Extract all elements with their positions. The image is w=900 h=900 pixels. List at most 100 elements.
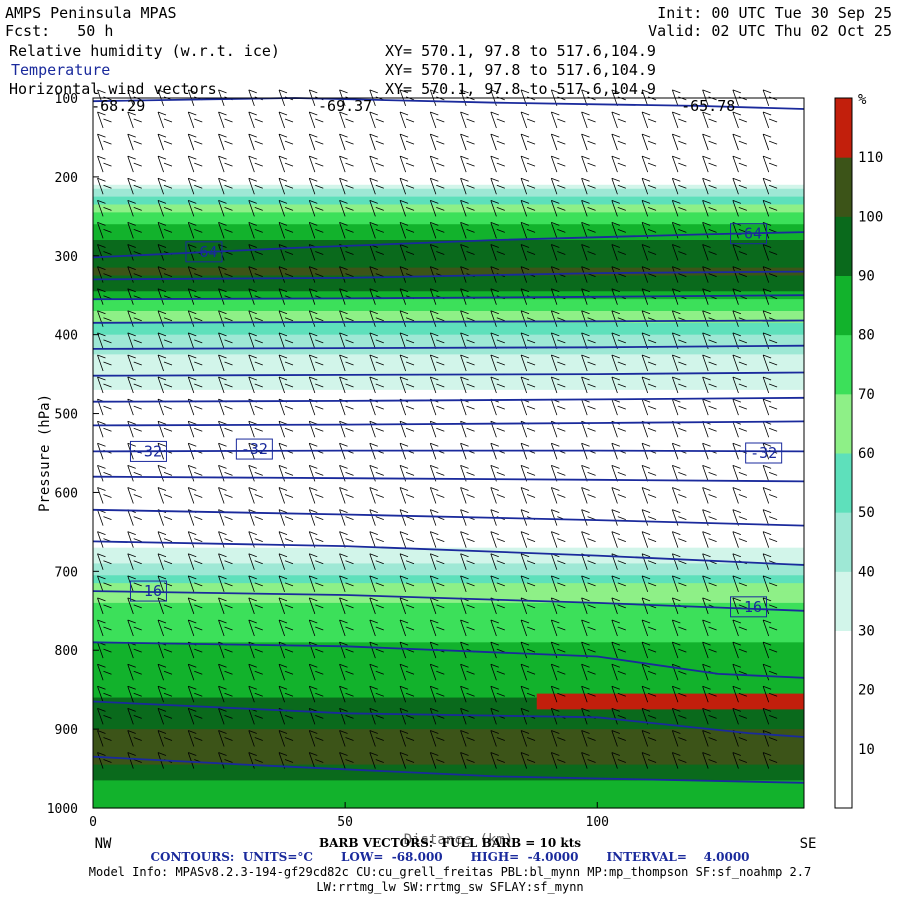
y-tick-label: 100: [55, 92, 78, 107]
contour-label-box: [730, 596, 768, 618]
wind-barb: [278, 685, 294, 703]
wind-barb: [278, 619, 294, 637]
wind-barb: [97, 752, 112, 769]
humidity-band: [93, 137, 804, 142]
wind-barb: [762, 531, 778, 548]
humidity-band: [93, 634, 804, 639]
wind-barb: [641, 553, 657, 570]
wind-barb: [460, 222, 475, 239]
humidity-band: [93, 729, 804, 734]
humidity-band: [93, 145, 804, 150]
wind-barb: [399, 708, 415, 725]
temperature-contour: [92, 641, 805, 679]
wind-barb: [218, 752, 233, 769]
humidity-band: [93, 638, 804, 643]
colorbar-tick-label: 110: [858, 150, 883, 166]
humidity-band: [93, 433, 804, 438]
temperature-contour: [92, 475, 805, 483]
humidity-band: [93, 196, 804, 202]
wind-barb: [369, 752, 384, 769]
colorbar-tick-label: 20: [858, 683, 875, 699]
contour-label: -65.78: [681, 97, 735, 115]
wind-barb: [399, 575, 415, 592]
humidity-band: [93, 358, 804, 363]
wind-barb: [762, 111, 778, 129]
humidity-band: [93, 520, 804, 525]
colorbar-swatch: [835, 157, 852, 217]
wind-barb: [278, 575, 294, 592]
wind-barb: [429, 376, 445, 394]
wind-barb: [581, 575, 596, 592]
wind-barb: [520, 332, 536, 349]
wind-barb: [218, 685, 233, 703]
humidity-band: [93, 543, 804, 549]
wind-barb: [187, 730, 203, 747]
wind-barb: [732, 487, 747, 504]
wind-barb: [460, 332, 475, 349]
wind-barb: [732, 575, 747, 592]
wind-barb: [157, 685, 173, 703]
contour-label: -32: [750, 444, 777, 462]
wind-barb: [490, 663, 505, 681]
wind-barb: [520, 133, 536, 151]
humidity-band: [93, 247, 804, 253]
wind-barb: [702, 465, 717, 482]
wind-barb: [187, 376, 203, 394]
wind-barb: [278, 730, 294, 747]
wind-barb: [248, 244, 263, 261]
humidity-band: [93, 311, 804, 316]
wind-barb: [187, 708, 203, 725]
wind-barb: [762, 619, 778, 637]
axes-layer: 100 200 300 400 500 600 700 800 900 1000 0 50 100 Pre…: [37, 92, 816, 852]
humidity-band: [93, 752, 804, 758]
wind-barb: [611, 685, 626, 703]
wind-barb: [339, 111, 354, 129]
wind-barb: [187, 465, 203, 482]
wind-barb: [702, 575, 717, 592]
wind-barb: [369, 641, 384, 659]
humidity-band: [93, 539, 804, 545]
humidity-band: [93, 784, 804, 789]
wind-barb: [218, 177, 233, 195]
wind-barb: [611, 310, 626, 327]
colorbar-tick-label: 70: [858, 387, 875, 403]
wind-barb: [762, 244, 778, 261]
humidity-band: [93, 101, 804, 107]
wind-barb: [278, 663, 294, 681]
colorbar-swatch: [835, 689, 852, 750]
colorbar-swatch: [835, 393, 852, 454]
wind-barb: [490, 619, 505, 637]
humidity-band: [93, 322, 804, 328]
temperature-contour: [92, 371, 805, 377]
humidity-band: [93, 800, 804, 805]
wind-barb: [702, 752, 717, 769]
wind-barb: [97, 730, 112, 747]
wind-barb: [641, 155, 657, 173]
humidity-band: [93, 492, 804, 497]
humidity-band: [93, 764, 804, 770]
humidity-band: [93, 587, 804, 592]
field-temperature-xy: XY= 570.1, 97.8 to 517.6,104.9: [385, 61, 656, 79]
wind-barb: [157, 222, 173, 239]
wind-barb: [732, 354, 747, 372]
wind-barb: [641, 685, 657, 703]
wind-barb: [460, 199, 475, 217]
wind-barb: [187, 420, 203, 438]
wind-barb: [460, 354, 475, 372]
wind-barb: [218, 465, 233, 482]
wind-barb: [611, 354, 626, 372]
humidity-band: [93, 212, 804, 217]
wind-barb: [702, 619, 717, 637]
wind-barb: [429, 619, 445, 637]
wind-barb: [611, 730, 626, 747]
wind-barb: [97, 199, 112, 217]
wind-barb: [97, 310, 112, 327]
wind-barb: [641, 641, 657, 659]
wind-barb: [581, 376, 596, 394]
wind-barb: [460, 133, 475, 151]
humidity-band: [93, 366, 804, 371]
wind-barb: [127, 708, 142, 725]
humidity-band: [93, 413, 804, 419]
wind-barb: [278, 310, 294, 327]
humidity-band: [93, 275, 804, 281]
